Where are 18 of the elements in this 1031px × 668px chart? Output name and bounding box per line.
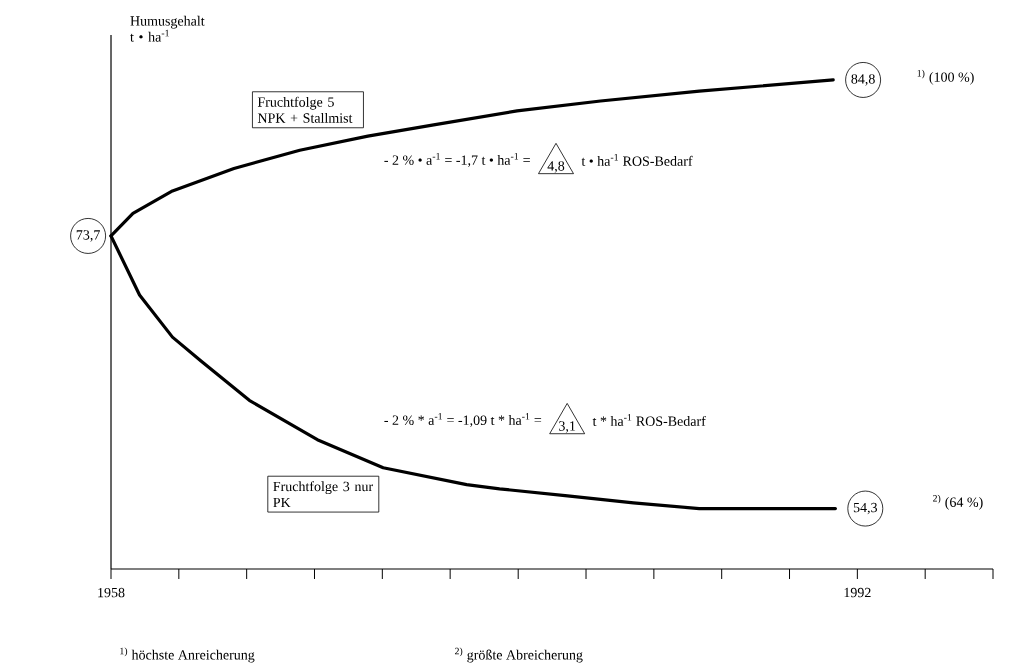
text: $^{2)}$ größte Abreicherung (454, 647, 583, 663)
annotation: 3,1 (559, 421, 576, 433)
data-label: 54,3 (853, 502, 878, 515)
series-label: Fruchtfolge 3 nur PK (273, 481, 373, 508)
annotation: t • ha$^{-1}$ ROS-Bedarf (581, 154, 693, 166)
data-label: 84,8 (851, 74, 875, 86)
annotation: 4,8 (547, 161, 565, 173)
y-axis-title: Humusgehalt t • ha$^{-1}$ (130, 15, 205, 42)
series-label: Fruchtfolge 5 NPK + Stallmist (257, 96, 353, 123)
data-label: 73,7 (76, 230, 100, 242)
x-tick-label: 1958 (98, 587, 125, 598)
text: $^{1)}$ höchste Anreicherung (120, 647, 255, 663)
annotation: $^{2)}$ (64 %) (933, 494, 983, 510)
annotation: - 2 % * a$^{-1}$ = -1,09 t * ha$^{-1}$ = (384, 413, 542, 427)
x-tick-label: 1992 (844, 587, 871, 598)
annotation: t * ha$^{-1}$ ROS-Bedarf (592, 414, 706, 426)
annotation: - 2 % • a$^{-1}$ = -1,7 t • ha$^{-1}$ = (384, 153, 530, 167)
annotation: $^{1)}$ (100 %) (917, 69, 974, 85)
